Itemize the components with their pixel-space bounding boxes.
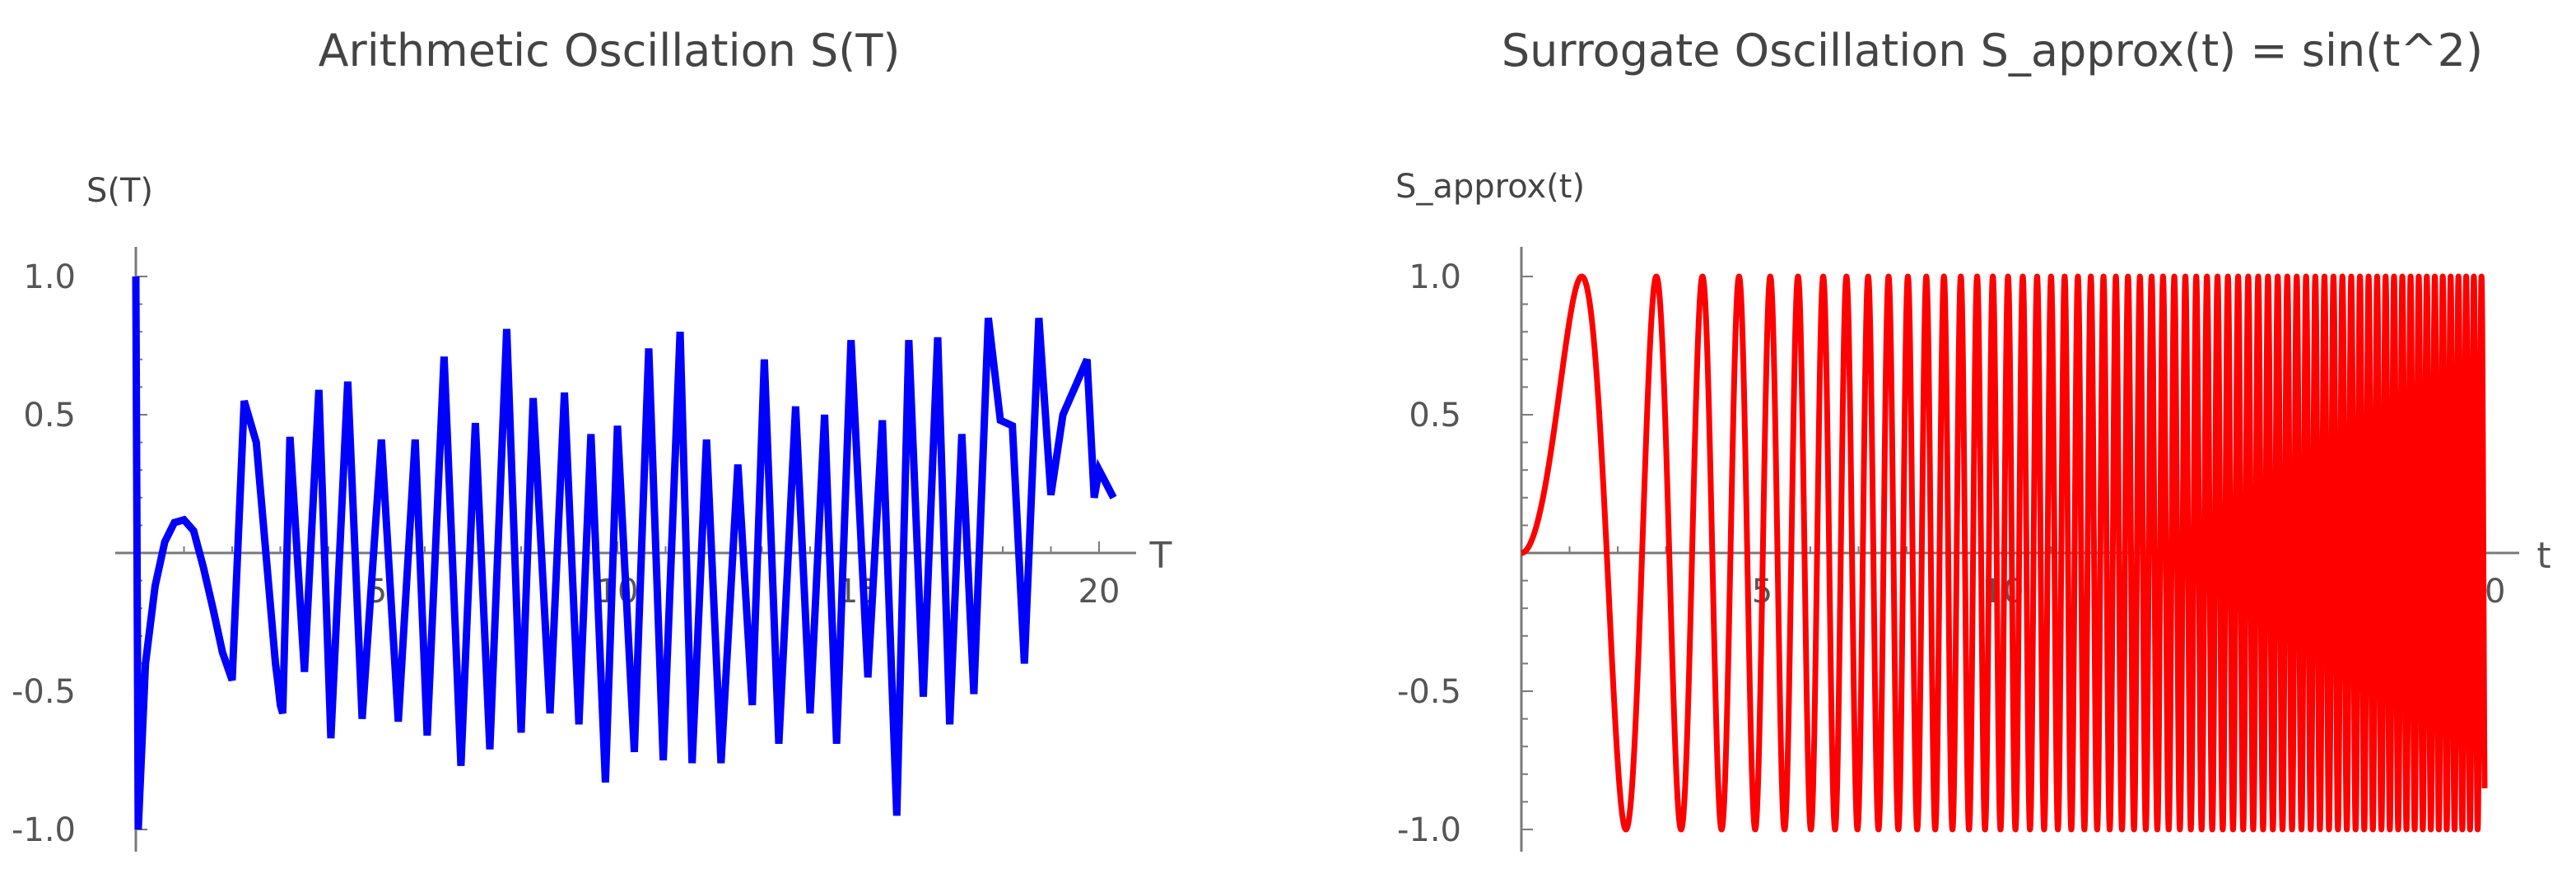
y-tick-label: -1.0 bbox=[12, 811, 76, 849]
x-tick-label: 10 bbox=[597, 573, 639, 611]
y-tick-label: -0.5 bbox=[1397, 673, 1461, 711]
y-tick-label: -1.0 bbox=[1397, 811, 1461, 849]
y-axis-label: S(T) bbox=[86, 172, 153, 210]
chart-title: Surrogate Oscillation S_approx(t) = sin(… bbox=[1502, 25, 2483, 77]
chart-title: Arithmetic Oscillation S(T) bbox=[319, 25, 901, 77]
y-tick-label: 1.0 bbox=[23, 258, 76, 296]
y-axis-label: S_approx(t) bbox=[1395, 168, 1585, 206]
series-line bbox=[1518, 273, 2488, 833]
y-tick-label: 0.5 bbox=[1409, 397, 1461, 434]
x-axis-label: t bbox=[2536, 535, 2550, 577]
y-tick-label: -0.5 bbox=[12, 673, 76, 711]
series-layer bbox=[1518, 273, 2488, 833]
series-line bbox=[132, 276, 1117, 830]
y-tick-label: 1.0 bbox=[1409, 258, 1461, 296]
x-axis-label: T bbox=[1149, 535, 1172, 577]
chart-surrogate-oscillation: Surrogate Oscillation S_approx(t) = sin(… bbox=[1395, 25, 2551, 852]
chart-arithmetic-oscillation: Arithmetic Oscillation S(T) S(T) T 5 10 15… bbox=[12, 25, 1172, 852]
series-layer bbox=[132, 276, 1117, 830]
y-tick-label: 0.5 bbox=[23, 397, 76, 434]
x-tick-label: 20 bbox=[1078, 573, 1120, 611]
